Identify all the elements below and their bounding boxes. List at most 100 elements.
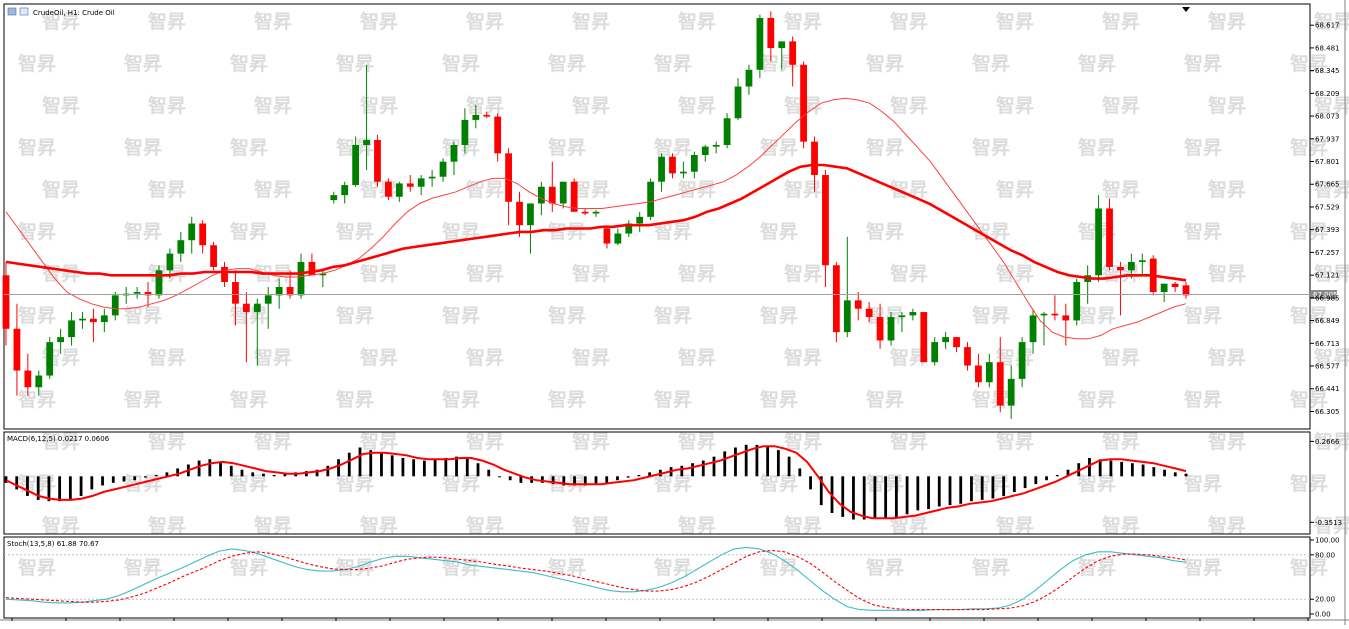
axis-tick-label: 0.2666	[1315, 438, 1340, 446]
watermark-text: 智昇	[1078, 52, 1116, 75]
watermark-text: 智昇	[678, 346, 716, 369]
candle-body	[942, 337, 950, 343]
ma-slow-line	[5, 163, 1187, 282]
macd-histogram-bar	[240, 469, 244, 477]
watermark-text: 智昇	[466, 346, 504, 369]
watermark-text: 智昇	[442, 136, 480, 159]
macd-histogram-bar	[401, 457, 405, 477]
watermark-text: 智昇	[148, 10, 186, 33]
macd-histogram-bar	[36, 476, 40, 500]
macd-histogram-bar	[144, 476, 147, 478]
watermark-text: 智昇	[890, 430, 928, 453]
candle-body	[789, 41, 797, 65]
macd-histogram-bar	[894, 476, 898, 517]
watermark-text: 智昇	[572, 430, 610, 453]
macd-histogram-bar	[594, 476, 598, 485]
watermark-text: 智昇	[148, 346, 186, 369]
macd-histogram-bar	[637, 474, 641, 477]
macd-histogram-bar	[1055, 474, 1059, 477]
candle-body	[996, 362, 1004, 406]
watermark-text: 智昇	[784, 178, 822, 201]
macd-histogram-bar	[58, 476, 62, 502]
watermark-text: 智昇	[572, 262, 610, 285]
macd-histogram-bar	[701, 460, 705, 477]
watermark-text: 智昇	[890, 178, 928, 201]
axis-tick-label: 80.00	[1315, 551, 1335, 559]
shift-marker-icon[interactable]	[1182, 7, 1190, 12]
candle-body	[286, 286, 294, 296]
candle-body	[581, 211, 589, 214]
candle-body	[13, 328, 21, 371]
watermark-text: 智昇	[760, 304, 798, 327]
macd-histogram-bar	[723, 451, 727, 477]
candle-body	[690, 155, 698, 172]
macd-histogram-bar	[476, 463, 480, 477]
price-axis: 68.617 68.481 68.345 68.209 68.073 67.937 67.8…	[11, 22, 1342, 621]
candle-body	[537, 186, 545, 204]
current-price-label: 67.005	[1313, 291, 1338, 299]
price-series-layer: 67.005	[2, 11, 1338, 419]
watermark-text: 智昇	[124, 388, 162, 411]
candle-body	[811, 141, 818, 176]
chart-mode-icon	[19, 7, 29, 16]
macd-histogram-bar	[326, 465, 330, 477]
axis-tick-label: 68.345	[1315, 67, 1340, 75]
macd-histogram-bar	[959, 476, 963, 504]
macd-histogram-bar	[111, 476, 115, 483]
candle-body	[778, 41, 786, 49]
candle-body	[483, 114, 491, 117]
watermark-text: 智昇	[18, 52, 56, 75]
macd-histogram-bar	[991, 476, 995, 499]
watermark-text: 智昇	[1290, 52, 1328, 75]
watermark-text: 智昇	[972, 388, 1010, 411]
macd-histogram-bar	[905, 476, 909, 515]
macd-histogram-bar	[1141, 464, 1145, 477]
watermark-text: 智昇	[148, 514, 186, 537]
candle-body	[516, 201, 523, 226]
candle-body	[199, 223, 207, 246]
watermark-text: 智昇	[360, 514, 398, 537]
watermark-text: 智昇	[124, 304, 162, 327]
macd-histogram-bar	[798, 468, 802, 477]
watermark-text: 智昇	[1290, 556, 1328, 579]
macd-histogram-bar	[26, 476, 29, 496]
candle-body	[352, 144, 360, 186]
watermark-text: 智昇	[678, 262, 716, 285]
candle-body	[865, 308, 873, 318]
candle-body	[57, 337, 65, 343]
watermark-text: 智昇	[572, 514, 610, 537]
watermark-text: 智昇	[336, 388, 374, 411]
candle-body	[592, 211, 600, 214]
watermark-text: 智昇	[442, 220, 480, 243]
macd-histogram-bar	[744, 444, 748, 477]
candle-body	[319, 273, 327, 276]
watermark-text: 智昇	[866, 52, 904, 75]
macd-series-layer	[4, 444, 1188, 520]
candle-body	[35, 375, 43, 388]
watermark-text: 智昇	[548, 220, 586, 243]
macd-histogram-bar	[787, 456, 791, 477]
chart-window-icon	[7, 7, 17, 16]
candle-body	[450, 144, 458, 162]
watermark-text: 智昇	[654, 472, 692, 495]
candle-body	[341, 185, 349, 196]
axis-tick-label: 68.209	[1315, 90, 1340, 98]
candle-body	[155, 270, 163, 296]
watermark-text: 智昇	[1184, 304, 1222, 327]
watermark-text: 智昇	[866, 136, 904, 159]
macd-histogram-bar	[1045, 476, 1048, 481]
candle-body	[1182, 285, 1190, 296]
axis-tick-label: 0.00	[1315, 611, 1331, 619]
macd-histogram-bar	[79, 476, 83, 496]
ma-fast-line	[5, 97, 1187, 340]
watermark-text: 智昇	[866, 220, 904, 243]
candle-body	[253, 303, 261, 313]
macd-histogram-bar	[262, 473, 265, 477]
candle-body	[1007, 378, 1015, 406]
watermark-text: 智昇	[466, 10, 504, 33]
macd-histogram-bar	[176, 468, 180, 477]
macd-histogram-bar	[272, 474, 276, 477]
candle-body	[395, 183, 403, 197]
macd-histogram-bar	[122, 476, 126, 482]
